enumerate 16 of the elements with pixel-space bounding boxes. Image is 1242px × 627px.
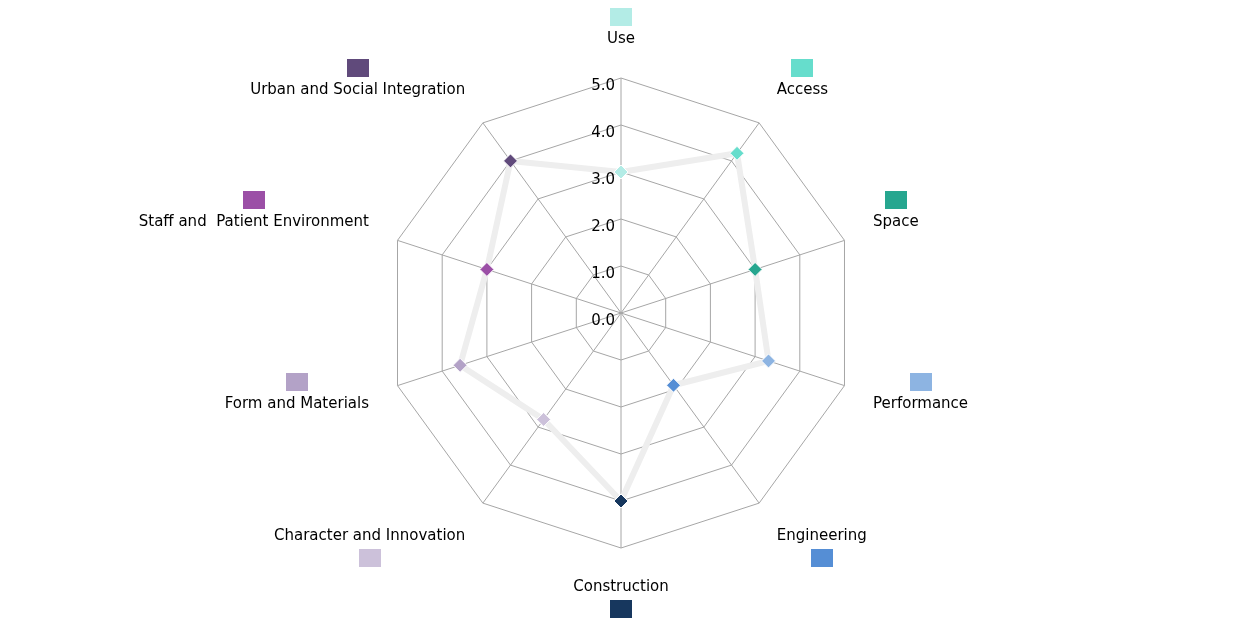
spoke-label: Engineering xyxy=(776,526,867,545)
spoke-label: Staff and Patient Environment xyxy=(138,212,370,230)
y-tick-label: 5.0 xyxy=(591,75,615,94)
y-tick-label: 4.0 xyxy=(591,122,615,141)
spoke-label: Performance xyxy=(873,393,969,412)
spoke-label: Character and Innovation xyxy=(274,526,466,545)
spoke-label: Access xyxy=(776,79,829,98)
y-tick-label: 1.0 xyxy=(591,263,615,282)
spoke-label: Construction xyxy=(573,576,669,595)
y-tick-label: 2.0 xyxy=(591,216,615,235)
y-tick-label: 3.0 xyxy=(591,169,615,188)
y-tick-label: 0.0 xyxy=(591,310,615,329)
spoke-label: Form and Materials xyxy=(224,393,370,412)
spoke-label: Use xyxy=(606,28,636,47)
spoke-label: Space xyxy=(873,212,919,230)
spoke-label: Urban and Social Integration xyxy=(250,79,466,98)
